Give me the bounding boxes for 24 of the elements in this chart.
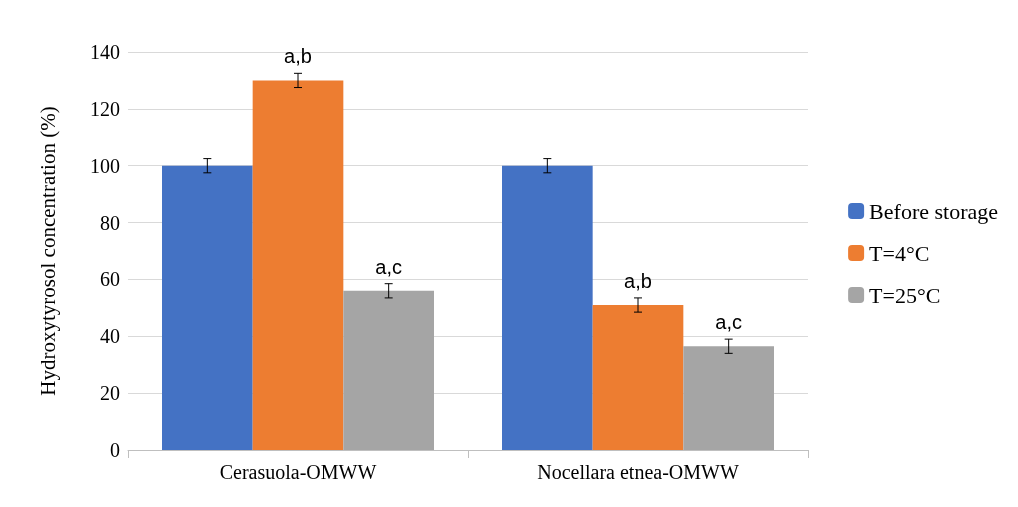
y-tick-label: 80 [100, 211, 120, 234]
y-tick-label: 40 [100, 325, 120, 348]
y-tick-label: 120 [90, 97, 120, 120]
bar [502, 165, 593, 450]
bar [343, 290, 434, 450]
legend-label: T=25°C [869, 282, 941, 308]
y-axis-title: Hydroxytyrosol concentration (%) [35, 106, 60, 396]
bar [162, 165, 253, 450]
data-label: a,c [375, 255, 403, 278]
legend-label: Before storage [869, 198, 999, 224]
y-tick-label: 60 [100, 268, 120, 291]
x-tick-label: Nocellara etnea-OMWW [537, 461, 739, 483]
data-label: a,c [715, 311, 743, 334]
y-tick-label: 140 [90, 41, 120, 63]
x-tick-label: Cerasuola-OMWW [219, 461, 377, 483]
bar [252, 80, 344, 450]
y-tick-label: 0 [110, 439, 120, 461]
data-label: a,b [284, 45, 312, 68]
legend-label: T=4°C [869, 240, 930, 266]
bar [592, 305, 684, 450]
y-tick-label: 100 [90, 154, 120, 177]
data-label: a,b [624, 270, 652, 293]
y-tick-label: 20 [100, 382, 120, 405]
bar [683, 346, 774, 450]
